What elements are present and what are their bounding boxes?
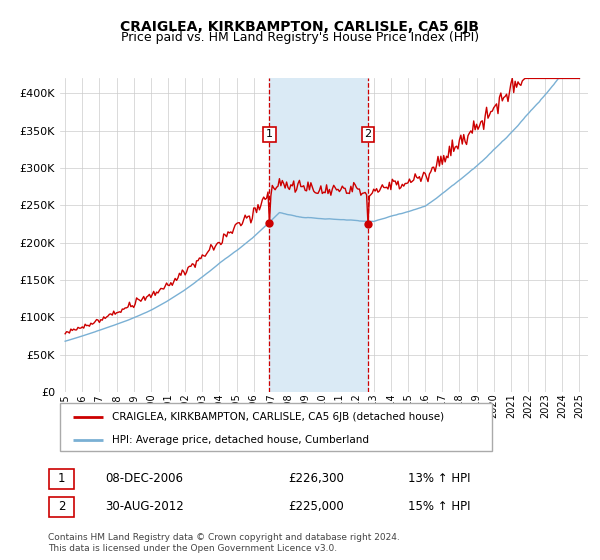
Text: 30-AUG-2012: 30-AUG-2012 (105, 500, 184, 514)
Text: 1: 1 (58, 472, 65, 486)
Text: 2: 2 (364, 129, 371, 139)
Text: 15% ↑ HPI: 15% ↑ HPI (408, 500, 470, 514)
Text: £225,000: £225,000 (288, 500, 344, 514)
Text: 1: 1 (266, 129, 273, 139)
Bar (269, 78, 368, 392)
FancyBboxPatch shape (49, 469, 74, 489)
Text: CRAIGLEA, KIRKBAMPTON, CARLISLE, CA5 6JB (detached house): CRAIGLEA, KIRKBAMPTON, CARLISLE, CA5 6JB… (112, 412, 444, 422)
Text: Price paid vs. HM Land Registry's House Price Index (HPI): Price paid vs. HM Land Registry's House … (121, 31, 479, 44)
Text: 08-DEC-2006: 08-DEC-2006 (105, 472, 183, 486)
FancyBboxPatch shape (49, 497, 74, 517)
Text: £226,300: £226,300 (288, 472, 344, 486)
FancyBboxPatch shape (60, 403, 492, 451)
Text: Contains HM Land Registry data © Crown copyright and database right 2024.
This d: Contains HM Land Registry data © Crown c… (48, 533, 400, 553)
Text: 2: 2 (58, 500, 65, 514)
Text: 13% ↑ HPI: 13% ↑ HPI (408, 472, 470, 486)
Text: HPI: Average price, detached house, Cumberland: HPI: Average price, detached house, Cumb… (112, 435, 369, 445)
Text: CRAIGLEA, KIRKBAMPTON, CARLISLE, CA5 6JB: CRAIGLEA, KIRKBAMPTON, CARLISLE, CA5 6JB (121, 20, 479, 34)
